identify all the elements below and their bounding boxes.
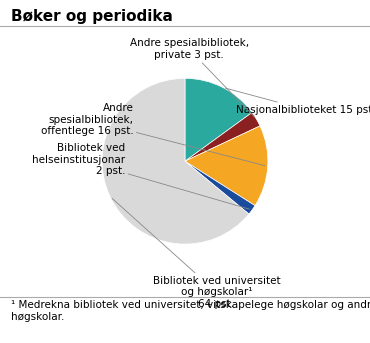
Text: Bibliotek ved universitet
og høgskolar¹
64 pst.: Bibliotek ved universitet og høgskolar¹ … (112, 198, 280, 309)
Wedge shape (102, 78, 249, 244)
Text: Andre
spesialbibliotek,
offentlege 16 pst.: Andre spesialbibliotek, offentlege 16 ps… (41, 103, 265, 166)
Text: Bøker og periodika: Bøker og periodika (11, 9, 173, 24)
Wedge shape (185, 161, 255, 214)
Wedge shape (185, 113, 260, 161)
Text: Bibliotek ved
helseinstitusjonar
2 pst.: Bibliotek ved helseinstitusjonar 2 pst. (32, 143, 249, 209)
Text: Andre spesialbibliotek,
private 3 pst.: Andre spesialbibliotek, private 3 pst. (130, 38, 255, 117)
Wedge shape (185, 126, 268, 205)
Wedge shape (185, 78, 252, 161)
Text: ¹ Medrekna bibliotek ved universitet, vitskapelege høgskolar og andre
høgskolar.: ¹ Medrekna bibliotek ved universitet, vi… (11, 300, 370, 322)
Text: Nasjonalbiblioteket 15 pst.: Nasjonalbiblioteket 15 pst. (225, 88, 370, 115)
